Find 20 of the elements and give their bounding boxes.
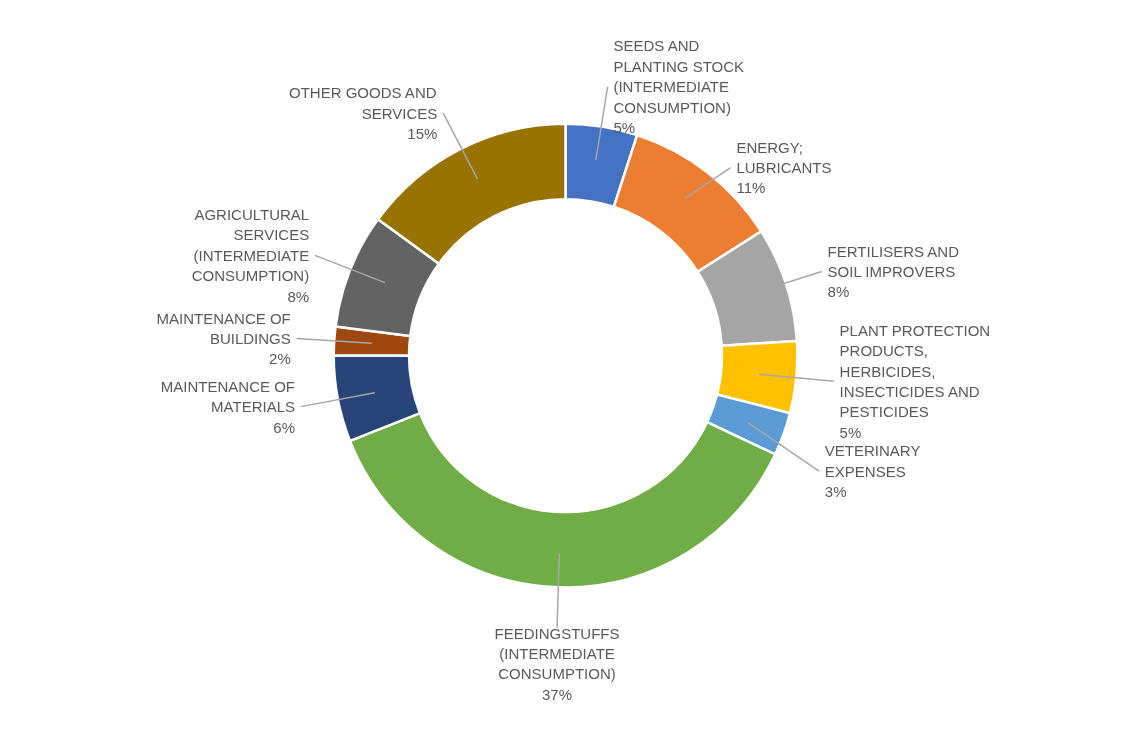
data-label: 15% (407, 124, 438, 142)
slice-label: MAINTENANCE OF MATERIALS (160, 377, 296, 416)
slice-label: FEEDINGSTUFFS (INTERMEDIATE CONSUMPTION) (494, 624, 620, 683)
slice-label: ENERGY; LUBRICANTS (736, 138, 832, 177)
data-label: 5% (839, 423, 862, 441)
slice-label: FERTILISERS AND SOIL IMPROVERS (827, 242, 960, 280)
data-label: 8% (827, 283, 850, 301)
data-label: 8% (287, 287, 310, 305)
slice-label: VETERINARY EXPENSES (824, 442, 921, 480)
data-label: 3% (824, 483, 847, 500)
data-label: 5% (613, 119, 636, 137)
slice-label: OTHER GOODS AND SERVICES (289, 84, 438, 122)
slice-label: MAINTENANCE OF BUILDINGS (156, 309, 291, 348)
data-label: 6% (273, 418, 296, 436)
slice-label: SEEDS AND PLANTING STOCK (INTERMEDIATE CONSUMPTION) (613, 37, 745, 116)
data-label: 37% (542, 685, 573, 703)
data-label: 11% (736, 179, 766, 197)
slice-label: AGRICULTURAL SERVICES (INTERMEDIATE CONSUMPTION) (191, 206, 310, 285)
slice-label: PLANT PROTECTION PRODUCTS, HERBICIDES, INSECTICIDES AND PESTICIDES (839, 321, 991, 421)
data-label: 2% (269, 350, 291, 368)
